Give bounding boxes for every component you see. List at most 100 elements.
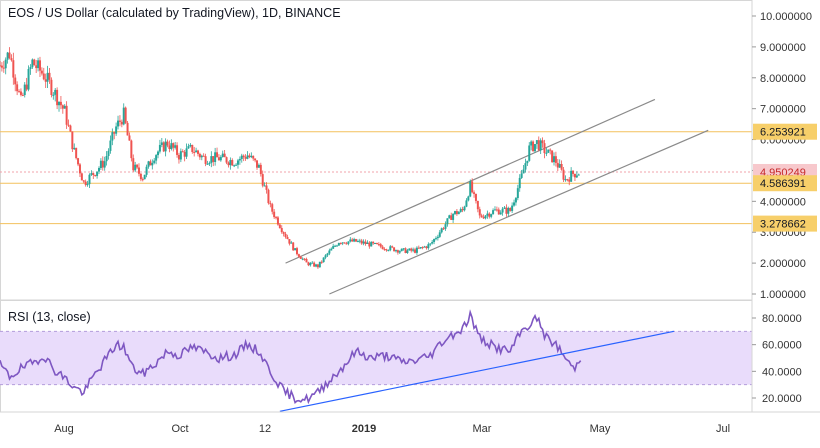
candle-up[interactable] — [250, 155, 253, 158]
candle-up[interactable] — [518, 177, 521, 189]
candle-down[interactable] — [410, 248, 413, 251]
candle-up[interactable] — [111, 132, 114, 141]
candle-up[interactable] — [155, 155, 158, 161]
candle-down[interactable] — [297, 254, 300, 257]
candle-down[interactable] — [316, 264, 319, 268]
time-axis[interactable]: Aug Oct 12 2019 Mar May Jul — [0, 411, 820, 435]
candle-up[interactable] — [358, 240, 361, 242]
candle-up[interactable] — [214, 152, 217, 162]
candle-down[interactable] — [471, 181, 474, 193]
candle-up[interactable] — [341, 242, 344, 244]
candle-down[interactable] — [12, 60, 15, 78]
candle-up[interactable] — [444, 224, 447, 229]
candle-up[interactable] — [158, 144, 161, 152]
rsi-line[interactable] — [0, 309, 582, 405]
candle-up[interactable] — [326, 253, 329, 256]
candle-down[interactable] — [381, 246, 384, 250]
candle-up[interactable] — [402, 248, 405, 250]
candle-down[interactable] — [248, 155, 251, 158]
candle-up[interactable] — [4, 59, 7, 69]
candle-up[interactable] — [547, 149, 550, 153]
candle-up[interactable] — [528, 145, 531, 161]
candle-up[interactable] — [564, 179, 567, 181]
candle-up[interactable] — [398, 251, 401, 253]
candle-down[interactable] — [276, 217, 279, 225]
candle-down[interactable] — [562, 169, 565, 180]
candle-up[interactable] — [105, 156, 108, 162]
candle-down[interactable] — [474, 193, 477, 201]
candle-down[interactable] — [14, 77, 17, 85]
candle-up[interactable] — [503, 207, 506, 209]
candle-up[interactable] — [147, 161, 150, 167]
candle-down[interactable] — [212, 156, 215, 162]
candle-down[interactable] — [303, 258, 306, 260]
candle-down[interactable] — [355, 239, 358, 242]
candle-up[interactable] — [54, 89, 57, 95]
candle-up[interactable] — [90, 173, 93, 175]
candle-down[interactable] — [391, 246, 394, 248]
candle-up[interactable] — [353, 239, 356, 242]
candle-up[interactable] — [570, 170, 573, 182]
candle-down[interactable] — [379, 244, 382, 247]
candle-down[interactable] — [71, 131, 74, 150]
candle-down[interactable] — [75, 147, 78, 159]
candle-down[interactable] — [364, 241, 367, 245]
candle-up[interactable] — [337, 242, 340, 246]
candle-down[interactable] — [421, 247, 424, 249]
candle-up[interactable] — [520, 173, 523, 178]
candle-up[interactable] — [257, 164, 260, 168]
candle-down[interactable] — [543, 143, 546, 154]
candle-down[interactable] — [261, 174, 264, 186]
candle-up[interactable] — [153, 160, 156, 163]
candle-up[interactable] — [493, 209, 496, 211]
candle-down[interactable] — [137, 167, 140, 174]
candle-up[interactable] — [400, 248, 403, 252]
candle-up[interactable] — [332, 246, 335, 249]
candle-down[interactable] — [351, 239, 354, 242]
candle-down[interactable] — [414, 249, 417, 253]
candle-up[interactable] — [334, 245, 337, 247]
candle-down[interactable] — [217, 157, 220, 161]
candle-up[interactable] — [195, 150, 198, 153]
candle-up[interactable] — [117, 120, 120, 127]
candle-up[interactable] — [328, 250, 331, 254]
candle-down[interactable] — [181, 151, 184, 153]
candle-up[interactable] — [486, 213, 489, 216]
candle-up[interactable] — [145, 166, 148, 175]
candle-up[interactable] — [143, 174, 146, 180]
candle-up[interactable] — [408, 248, 411, 251]
candle-up[interactable] — [29, 67, 32, 70]
candle-up[interactable] — [134, 164, 137, 171]
candle-up[interactable] — [465, 200, 468, 207]
price-pane[interactable] — [0, 0, 753, 301]
candle-down[interactable] — [48, 72, 51, 80]
candle-down[interactable] — [541, 140, 544, 144]
candle-down[interactable] — [50, 79, 53, 95]
candle-down[interactable] — [130, 140, 133, 159]
candle-down[interactable] — [288, 239, 291, 244]
candle-down[interactable] — [269, 203, 272, 205]
candle-down[interactable] — [94, 175, 97, 177]
candle-up[interactable] — [235, 164, 238, 166]
candle-down[interactable] — [225, 157, 228, 163]
candle-down[interactable] — [183, 151, 186, 157]
candle-up[interactable] — [419, 247, 422, 249]
candle-up[interactable] — [440, 228, 443, 233]
candle-down[interactable] — [166, 141, 169, 146]
candle-down[interactable] — [368, 242, 371, 247]
candle-up[interactable] — [454, 211, 457, 214]
candle-up[interactable] — [415, 247, 418, 253]
candle-up[interactable] — [187, 146, 190, 149]
candle-down[interactable] — [19, 91, 22, 95]
candle-down[interactable] — [299, 256, 302, 259]
candle-down[interactable] — [478, 209, 481, 216]
candle-down[interactable] — [244, 157, 247, 159]
candle-up[interactable] — [499, 212, 502, 215]
candle-up[interactable] — [427, 244, 430, 249]
candle-up[interactable] — [294, 248, 297, 251]
candle-down[interactable] — [35, 65, 38, 69]
candle-down[interactable] — [40, 70, 43, 74]
candle-down[interactable] — [78, 164, 81, 174]
candle-down[interactable] — [176, 145, 179, 155]
